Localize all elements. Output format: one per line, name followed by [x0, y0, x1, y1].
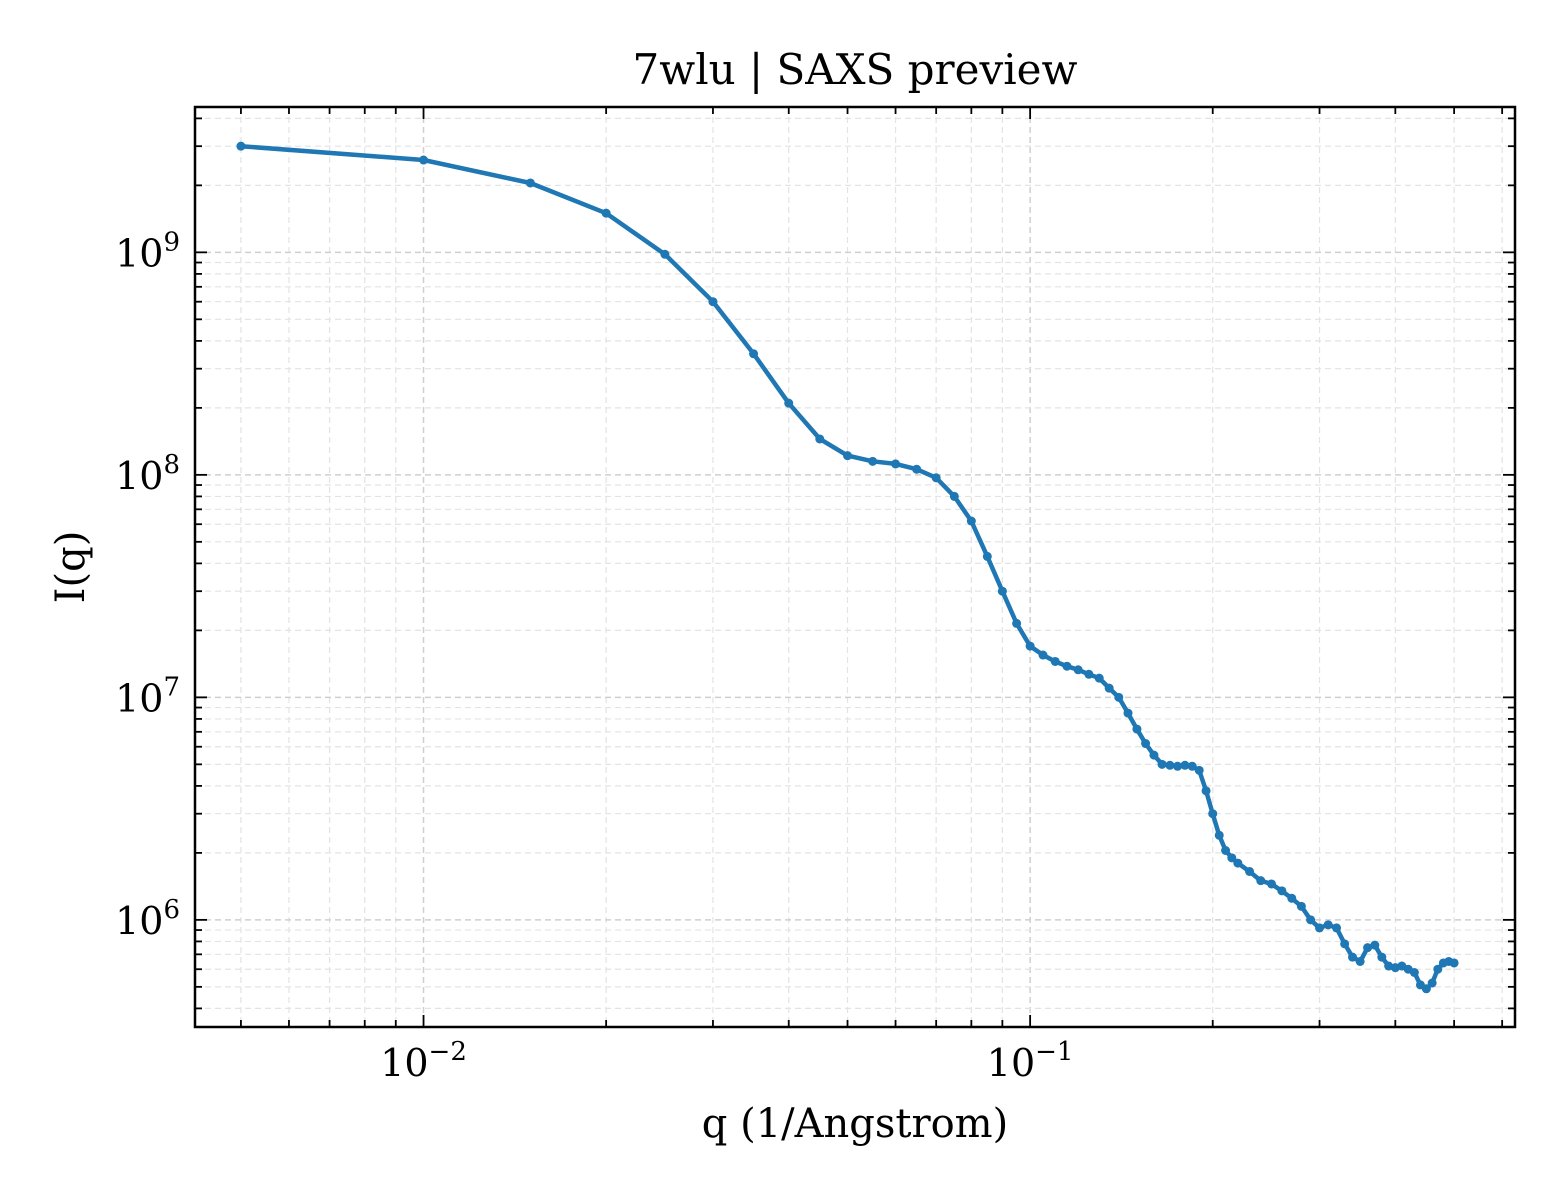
y-tick-label: 109 — [115, 227, 180, 275]
x-tick-label-exp: −2 — [429, 1037, 467, 1067]
data-point — [784, 398, 794, 408]
data-point — [1267, 879, 1277, 889]
data-point — [1132, 724, 1142, 734]
data-point — [1038, 650, 1048, 660]
data-point — [1306, 915, 1316, 925]
data-point — [1363, 943, 1373, 953]
data-point — [1427, 978, 1437, 988]
data-point — [660, 249, 670, 259]
data-point — [236, 141, 246, 151]
data-point — [1409, 968, 1419, 978]
data-point — [601, 208, 611, 218]
data-point — [749, 349, 759, 359]
data-point — [1123, 708, 1133, 718]
x-axis-title: q (1/Angstrom) — [702, 1101, 1008, 1147]
y-tick-label-exp: 7 — [163, 672, 180, 702]
data-point — [982, 551, 992, 561]
data-point — [815, 434, 825, 444]
y-tick-label-base: 10 — [115, 454, 163, 498]
x-tick-label-base: 10 — [987, 1041, 1035, 1085]
data-point — [1114, 692, 1124, 702]
data-point — [1340, 939, 1350, 949]
data-point — [966, 516, 976, 526]
data-point — [525, 178, 535, 188]
data-point — [1245, 866, 1255, 876]
data-point — [1084, 669, 1094, 679]
chart-title: 7wlu | SAXS preview — [633, 45, 1078, 94]
data-point — [1277, 886, 1287, 896]
data-point — [1315, 923, 1325, 933]
data-point — [1287, 893, 1297, 903]
data-point — [1449, 958, 1459, 968]
y-tick-label-exp: 9 — [163, 227, 180, 257]
data-point — [843, 451, 853, 461]
y-tick-label-base: 10 — [115, 676, 163, 720]
data-point — [1233, 858, 1243, 868]
data-point — [891, 459, 901, 469]
data-point — [1208, 809, 1218, 819]
data-point — [931, 473, 941, 483]
data-point — [1050, 656, 1060, 666]
data-point — [1187, 761, 1197, 771]
series-layer — [236, 141, 1459, 994]
data-point — [1221, 845, 1231, 855]
data-point — [1173, 761, 1183, 771]
grid-layer — [195, 107, 1515, 1027]
data-point — [1348, 952, 1358, 962]
data-point — [1296, 901, 1306, 911]
plot-frame — [193, 105, 1517, 1029]
x-tick-label: 10−2 — [380, 1037, 467, 1085]
data-point — [1165, 760, 1175, 770]
data-point — [1141, 739, 1151, 749]
data-point — [1062, 661, 1072, 671]
data-point — [1323, 920, 1333, 930]
data-point — [1377, 952, 1387, 962]
data-point — [1355, 956, 1365, 966]
data-point — [1073, 665, 1083, 675]
data-point — [1149, 750, 1159, 760]
y-tick-label-base: 10 — [115, 899, 163, 943]
data-point — [1227, 853, 1237, 863]
x-tick-label: 10−1 — [987, 1037, 1074, 1085]
data-point — [949, 491, 959, 501]
data-point — [708, 297, 718, 307]
y-tick-label: 108 — [115, 450, 180, 498]
data-point — [1201, 786, 1211, 796]
data-point — [1194, 765, 1204, 775]
y-axis-title: I(q) — [48, 531, 94, 604]
data-point — [1025, 641, 1035, 651]
y-tick-label-base: 10 — [115, 231, 163, 275]
data-point — [1332, 923, 1342, 933]
y-tick-label-exp: 8 — [163, 450, 180, 480]
data-point — [997, 586, 1007, 596]
y-tick-label: 106 — [115, 895, 180, 943]
data-point — [1104, 683, 1114, 693]
data-point — [1256, 876, 1266, 886]
x-tick-label-exp: −1 — [1035, 1037, 1073, 1067]
data-point — [1214, 830, 1224, 840]
data-point — [868, 456, 878, 466]
data-point — [1094, 673, 1104, 683]
data-point — [1012, 618, 1022, 628]
data-point — [1180, 760, 1190, 770]
x-tick-label-base: 10 — [380, 1041, 428, 1085]
data-point — [1370, 940, 1380, 950]
y-tick-label: 107 — [115, 672, 180, 720]
data-point — [1157, 759, 1167, 769]
y-tick-label-exp: 6 — [163, 895, 180, 925]
data-point — [419, 155, 429, 165]
data-point — [1433, 964, 1443, 974]
data-point — [1421, 984, 1431, 994]
data-point — [912, 464, 922, 474]
